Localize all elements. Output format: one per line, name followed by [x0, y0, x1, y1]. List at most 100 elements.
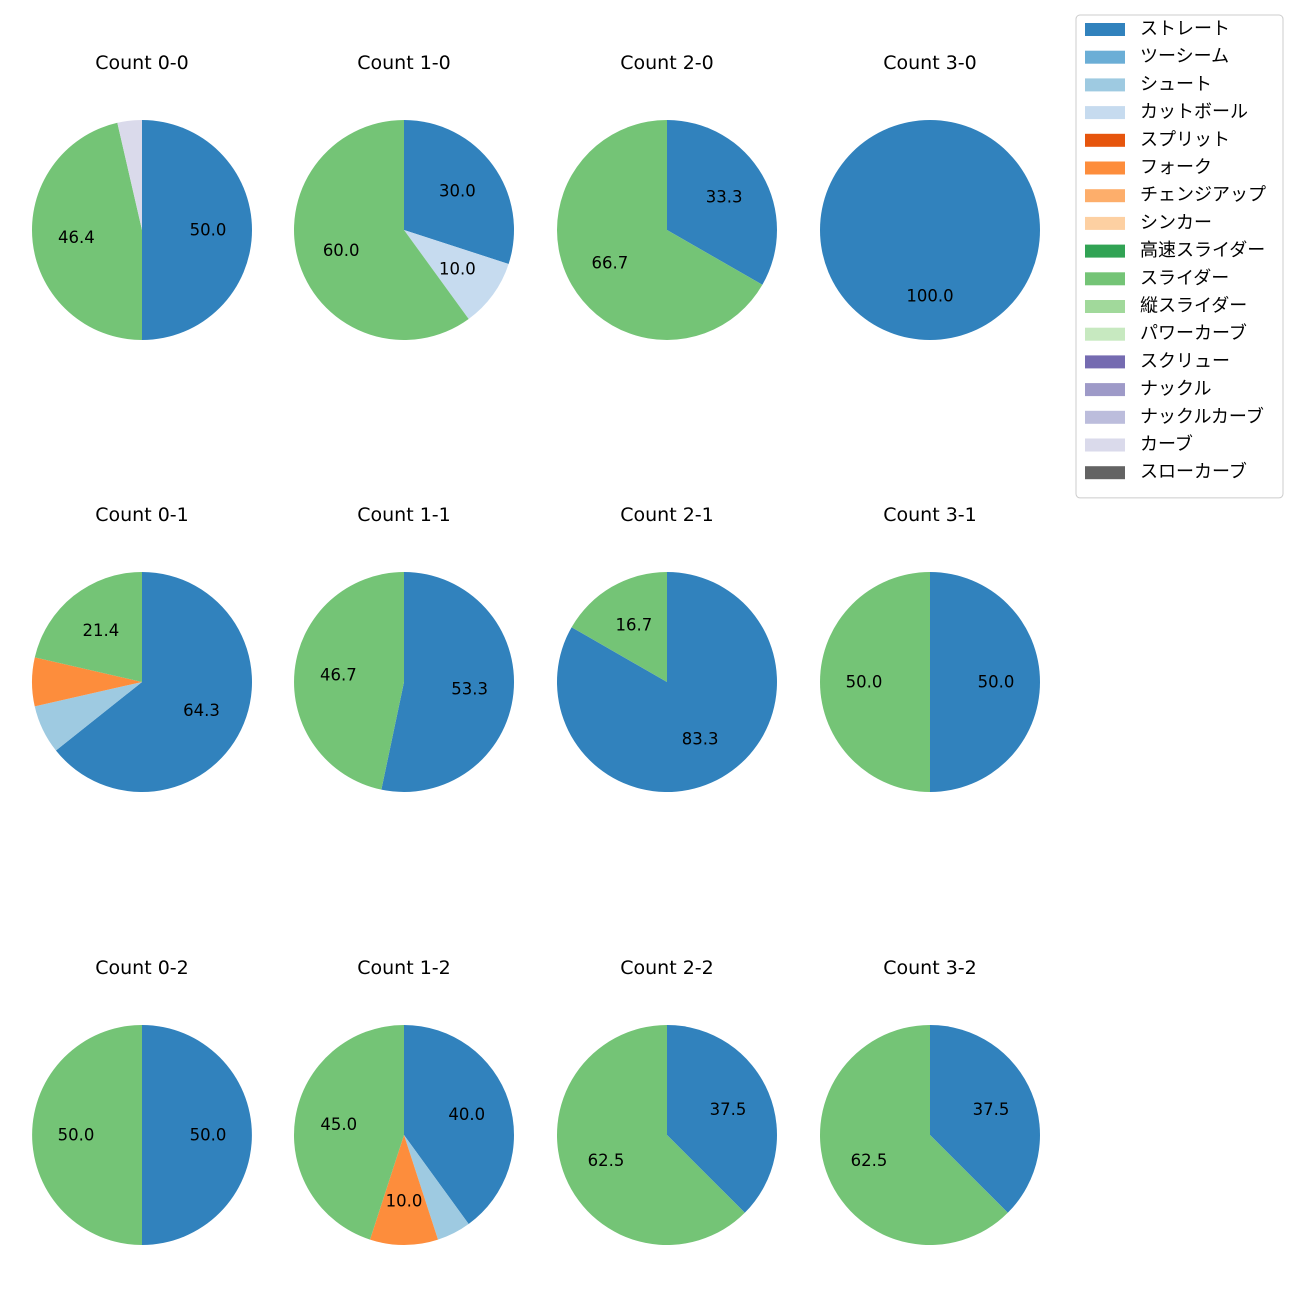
pie-title: Count 2-2 — [620, 957, 714, 979]
slice-label: 37.5 — [710, 1100, 747, 1119]
legend-swatch — [1085, 355, 1125, 369]
legend-label: スクリュー — [1140, 351, 1230, 372]
slice-label: 62.5 — [851, 1151, 888, 1170]
slice-label: 50.0 — [846, 673, 883, 692]
pie-slice — [556, 1025, 745, 1245]
pie-title: Count 0-1 — [95, 504, 189, 526]
slice-label: 10.0 — [439, 259, 476, 278]
pie-4: Count 3-0 100.0 — [820, 52, 1040, 340]
legend-swatch — [1085, 189, 1125, 203]
legend-swatch — [1085, 161, 1125, 175]
legend: ストレートツーシームシュートカットボールスプリットフォークチェンジアップシンカー… — [1075, 14, 1284, 499]
pie-title: Count 2-1 — [620, 504, 714, 526]
pie-title: Count 1-0 — [357, 52, 451, 74]
pie-slice — [819, 1024, 1008, 1245]
pie-11: Count 2-2 37.5 62.5 — [556, 957, 777, 1245]
pie-slice — [381, 572, 515, 792]
legend-label: チェンジアップ — [1140, 185, 1266, 206]
slice-label: 46.7 — [320, 666, 357, 685]
pie-slice — [294, 572, 404, 790]
slice-label: 83.3 — [682, 730, 719, 749]
pie-title: Count 2-0 — [620, 52, 714, 74]
legend-swatch — [1085, 272, 1125, 286]
legend-swatch — [1085, 410, 1125, 424]
legend-label: シンカー — [1140, 212, 1212, 233]
slice-label: 16.7 — [616, 615, 653, 634]
slice-label: 40.0 — [448, 1105, 485, 1124]
legend-label: 高速スライダー — [1140, 240, 1265, 261]
pie-slice — [557, 120, 763, 340]
slice-label: 45.0 — [320, 1115, 357, 1134]
slice-label: 53.3 — [451, 679, 488, 698]
legend-swatch — [1085, 78, 1125, 92]
pie-2: Count 1-0 30.0 10.0 60.0 — [294, 52, 515, 340]
pie-slice — [142, 1025, 252, 1245]
slice-label: 66.7 — [592, 254, 629, 273]
legend-label: シュート — [1140, 74, 1212, 95]
pie-slice — [293, 1025, 404, 1240]
pie-slice — [930, 1025, 1040, 1213]
pie-slice — [370, 1135, 438, 1246]
legend-swatch — [1085, 133, 1125, 147]
pie-slice — [34, 572, 142, 682]
legend-label: フォーク — [1140, 157, 1212, 178]
pie-slice — [667, 120, 778, 285]
pie-slice — [32, 657, 143, 707]
legend-label: ストレート — [1140, 19, 1230, 40]
pie-5: Count 0-1 64.3 21.4 — [32, 504, 253, 792]
pie-slice — [117, 120, 142, 230]
pie-slice — [820, 120, 1040, 340]
slice-label: 64.3 — [183, 701, 220, 720]
pie-title: Count 3-2 — [883, 957, 977, 979]
slice-label: 46.4 — [58, 228, 95, 247]
slice-label: 100.0 — [906, 287, 953, 306]
legend-label: 縦スライダー — [1140, 296, 1247, 317]
legend-label: カーブ — [1140, 433, 1193, 455]
pie-slice — [571, 572, 667, 682]
slice-label: 21.4 — [83, 621, 120, 640]
legend-swatch — [1085, 23, 1125, 36]
legend-swatch — [1085, 327, 1125, 341]
pie-slice — [142, 120, 252, 340]
pie-slice — [55, 572, 253, 792]
legend-label: スプリット — [1140, 129, 1230, 150]
pie-title: Count 3-1 — [883, 504, 977, 526]
legend-label: スライダー — [1140, 268, 1229, 289]
pie-12: Count 3-2 37.5 62.5 — [819, 957, 1040, 1245]
pie-slice — [930, 572, 1040, 792]
legend-swatch — [1085, 438, 1125, 452]
pie-6: Count 1-1 53.3 46.7 — [294, 504, 515, 792]
pie-10: Count 1-2 40.0 10.0 45.0 — [293, 957, 515, 1246]
pie-7: Count 2-1 83.3 16.7 — [556, 504, 777, 792]
slice-label: 60.0 — [323, 241, 360, 260]
pie-9: Count 0-2 50.0 50.0 — [32, 957, 252, 1245]
slice-label: 33.3 — [706, 187, 743, 206]
pie-slice — [556, 572, 777, 792]
pie-8: Count 3-1 50.0 50.0 — [820, 504, 1040, 792]
slice-label: 50.0 — [978, 673, 1015, 692]
pie-slice — [32, 1025, 142, 1245]
pie-slice — [404, 120, 515, 264]
pie-slice — [667, 1025, 777, 1213]
pie-title: Count 1-1 — [357, 504, 451, 526]
pie-title: Count 1-2 — [357, 957, 451, 979]
slice-label: 37.5 — [973, 1100, 1010, 1119]
slice-label: 62.5 — [588, 1151, 625, 1170]
pie-slice — [404, 1135, 469, 1240]
pie-slice — [404, 230, 509, 319]
pie-slice — [31, 122, 142, 340]
slice-label: 50.0 — [190, 1126, 227, 1145]
legend-swatch — [1085, 466, 1125, 480]
slice-label: 10.0 — [386, 1192, 423, 1211]
pie-slice — [34, 682, 143, 751]
slice-label: 30.0 — [439, 182, 476, 201]
pie-1: Count 0-0 50.0 46.4 — [31, 52, 252, 340]
legend-label: スローカーブ — [1140, 461, 1247, 483]
legend-label: ナックル — [1140, 379, 1211, 400]
legend-frame — [1075, 14, 1284, 499]
legend-swatch — [1085, 50, 1125, 64]
legend-swatch — [1085, 216, 1125, 230]
pie-slice — [404, 1025, 515, 1224]
